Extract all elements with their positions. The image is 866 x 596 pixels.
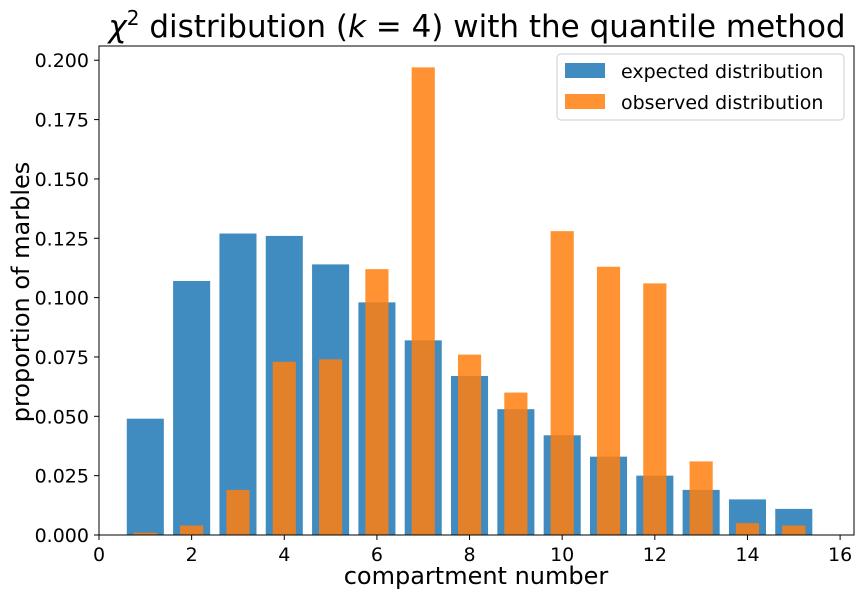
title-superscript: 2 xyxy=(127,6,140,30)
x-tick-label: 6 xyxy=(371,544,383,566)
x-tick-label: 10 xyxy=(550,544,574,566)
observed-bar-10 xyxy=(550,231,574,535)
legend-swatch-observed xyxy=(565,94,605,109)
y-tick-label: 0.200 xyxy=(35,50,89,72)
legend-label-expected: expected distribution xyxy=(621,61,823,83)
x-tick-label: 0 xyxy=(93,544,105,566)
bars-layer xyxy=(126,67,813,536)
legend-label-observed: observed distribution xyxy=(621,92,823,114)
observed-bar-15 xyxy=(782,525,806,535)
chart-title: χ2 distribution (k = 4) with the quantil… xyxy=(106,6,845,45)
x-axis-label: compartment number xyxy=(344,562,609,590)
observed-bar-9 xyxy=(504,392,528,535)
x-tick-label: 14 xyxy=(735,544,759,566)
x-tick-label: 8 xyxy=(464,544,476,566)
observed-bar-12 xyxy=(643,283,667,535)
observed-bar-8 xyxy=(457,354,482,535)
y-axis: 0.000 0.025 0.050 0.075 0.100 0.125 0.150 0.175… xyxy=(35,50,99,547)
y-tick-label: 0.000 xyxy=(35,525,89,547)
series-observed xyxy=(133,67,806,535)
title-text-after: with the quantile method xyxy=(443,9,845,45)
y-tick-label: 0.125 xyxy=(35,228,89,250)
y-tick-label: 0.025 xyxy=(35,466,89,488)
observed-bar-6 xyxy=(365,269,389,535)
observed-bar-1 xyxy=(133,532,157,535)
observed-bar-3 xyxy=(226,489,250,535)
x-tick-label: 12 xyxy=(643,544,667,566)
expected-bar-1 xyxy=(126,418,164,535)
title-k-value: = 4) xyxy=(366,9,444,45)
observed-bar-7 xyxy=(411,67,435,535)
observed-bar-2 xyxy=(180,525,204,535)
legend: expected distribution observed distribut… xyxy=(556,53,845,121)
y-axis-label: proportion of marbles xyxy=(7,162,35,423)
observed-bar-13 xyxy=(689,461,713,535)
observed-bar-14 xyxy=(735,523,760,535)
x-axis: 0 2 4 6 8 10 12 14 16 xyxy=(93,535,852,566)
x-tick-label: 2 xyxy=(186,544,198,566)
observed-bar-5 xyxy=(319,359,343,535)
legend-swatch-expected xyxy=(565,63,605,78)
y-tick-label: 0.150 xyxy=(35,169,89,191)
y-tick-label: 0.075 xyxy=(35,347,89,369)
y-tick-label: 0.050 xyxy=(35,406,89,428)
title-k-symbol: k xyxy=(348,9,367,45)
observed-bar-11 xyxy=(596,266,621,535)
expected-bar-3 xyxy=(219,233,257,536)
observed-bar-4 xyxy=(272,361,296,535)
title-text-before-k: distribution ( xyxy=(139,9,347,45)
x-tick-label: 4 xyxy=(278,544,290,566)
expected-bar-2 xyxy=(173,281,211,535)
title-chi-symbol: χ xyxy=(106,9,128,45)
y-tick-label: 0.175 xyxy=(35,110,89,132)
plot-frame xyxy=(98,45,855,536)
x-tick-label: 16 xyxy=(828,544,852,566)
y-tick-label: 0.100 xyxy=(35,288,89,310)
legend-box xyxy=(556,53,845,121)
